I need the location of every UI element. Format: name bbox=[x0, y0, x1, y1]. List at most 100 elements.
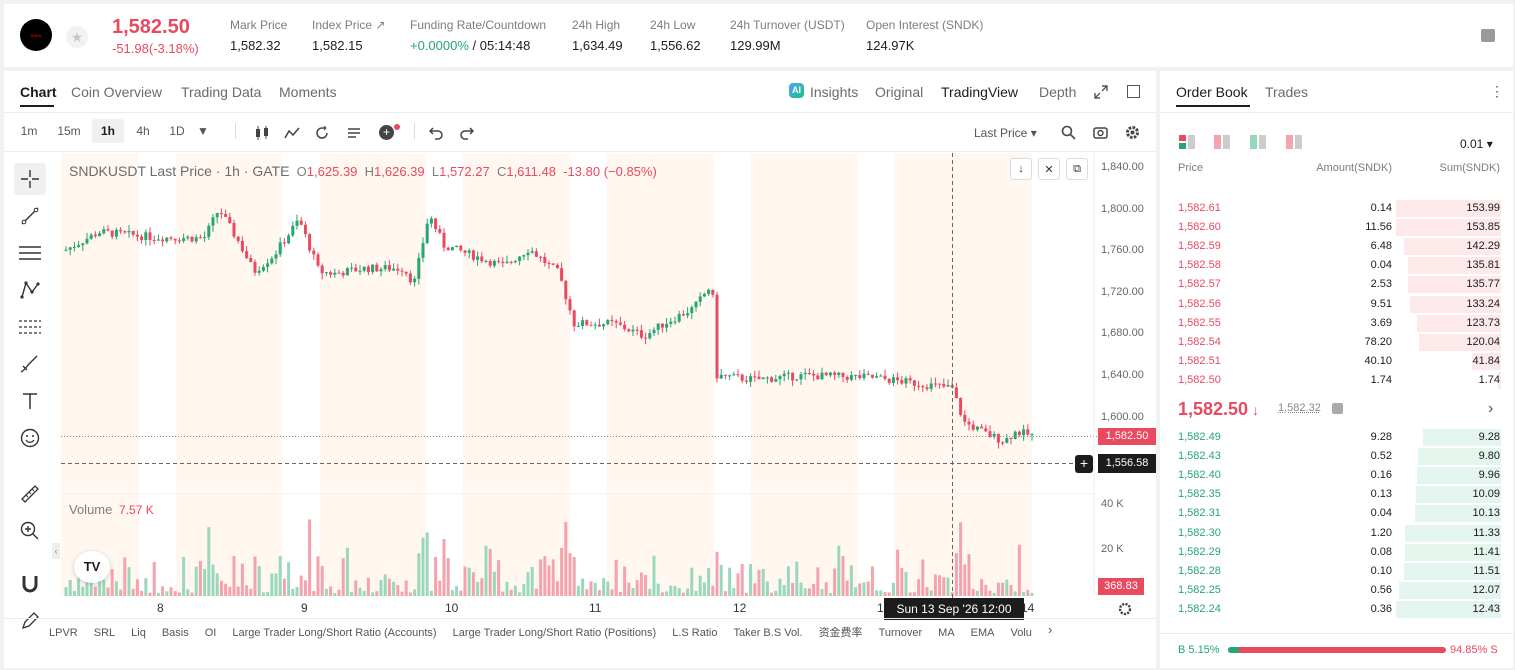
tab-moments[interactable]: Moments bbox=[279, 84, 337, 100]
stat-funding-rate[interactable]: Funding Rate/Countdown +0.0000% / 05:14:4… bbox=[410, 18, 547, 53]
collapse-sidebar-icon[interactable]: ‹ bbox=[52, 543, 60, 559]
tradingview-logo[interactable]: TV bbox=[74, 551, 110, 583]
indicator-12[interactable]: EMA bbox=[970, 627, 995, 639]
crosshair-tool-icon[interactable] bbox=[14, 163, 46, 195]
window-icon[interactable] bbox=[1127, 85, 1140, 98]
tab-coin-overview[interactable]: Coin Overview bbox=[71, 84, 163, 100]
candle-type-icon[interactable] bbox=[254, 126, 270, 140]
text-tool-icon[interactable] bbox=[14, 385, 46, 417]
indicator-2[interactable]: Liq bbox=[131, 627, 146, 639]
bid-price[interactable]: 1,582.25 bbox=[1178, 583, 1221, 596]
indicators-icon[interactable] bbox=[284, 126, 300, 140]
indicator-13[interactable]: Volu bbox=[1010, 627, 1032, 639]
interval-4h[interactable]: 4h bbox=[136, 124, 150, 138]
bid-price[interactable]: 1,582.24 bbox=[1178, 602, 1221, 615]
book-icon[interactable] bbox=[1481, 29, 1495, 42]
ask-price[interactable]: 1,582.54 bbox=[1178, 335, 1221, 348]
ask-price[interactable]: 1,582.56 bbox=[1178, 297, 1221, 310]
tab-tradingview[interactable]: TradingView bbox=[941, 84, 1019, 100]
view-depth-icon[interactable] bbox=[1286, 135, 1302, 149]
redo-icon[interactable] bbox=[460, 126, 474, 140]
bid-price[interactable]: 1,582.43 bbox=[1178, 450, 1221, 463]
ask-price[interactable]: 1,582.55 bbox=[1178, 316, 1221, 329]
bid-price[interactable]: 1,582.29 bbox=[1178, 545, 1221, 558]
ai-insights-icon[interactable]: AI bbox=[789, 83, 804, 98]
view-both-icon[interactable] bbox=[1179, 135, 1195, 149]
tab-depth[interactable]: Depth bbox=[1039, 84, 1077, 100]
indicator-7[interactable]: L.S Ratio bbox=[672, 627, 718, 639]
candle-body bbox=[1005, 437, 1009, 443]
indicator-11[interactable]: MA bbox=[938, 627, 955, 639]
fibonacci-tool-icon[interactable] bbox=[14, 311, 46, 343]
more-options-icon[interactable]: ⋮ bbox=[1490, 83, 1504, 99]
indicators-next-icon[interactable]: › bbox=[1048, 622, 1053, 637]
axis-settings-icon[interactable] bbox=[1118, 602, 1132, 616]
indicator-1[interactable]: SRL bbox=[93, 627, 116, 639]
magnet-tool-icon[interactable] bbox=[14, 568, 46, 600]
bid-price[interactable]: 1,582.35 bbox=[1178, 488, 1221, 501]
indicator-6[interactable]: Large Trader Long/Short Ratio (Positions… bbox=[452, 627, 657, 639]
tab-original[interactable]: Original bbox=[875, 84, 924, 100]
bid-price[interactable]: 1,582.28 bbox=[1178, 564, 1221, 577]
ask-price[interactable]: 1,582.57 bbox=[1178, 278, 1221, 291]
brush-tool-icon[interactable] bbox=[14, 348, 46, 380]
indicator-10[interactable]: Turnover bbox=[878, 627, 923, 639]
bid-price[interactable]: 1,582.40 bbox=[1178, 469, 1221, 482]
indicator-5[interactable]: Large Trader Long/Short Ratio (Accounts) bbox=[232, 627, 437, 639]
undo-icon[interactable] bbox=[429, 126, 443, 140]
horizontal-lines-tool-icon[interactable] bbox=[14, 237, 46, 269]
candle-body bbox=[68, 247, 72, 250]
stat-index-price[interactable]: Index Price ↗ 1,582.15 bbox=[312, 18, 386, 53]
bid-price[interactable]: 1,582.31 bbox=[1178, 507, 1221, 520]
scroll-down-icon[interactable]: ↓ bbox=[1010, 158, 1032, 180]
pencil-lock-icon[interactable] bbox=[14, 605, 46, 637]
ask-price[interactable]: 1,582.60 bbox=[1178, 221, 1221, 234]
ask-price[interactable]: 1,582.58 bbox=[1178, 259, 1221, 272]
view-asks-icon[interactable] bbox=[1214, 135, 1230, 149]
ask-price[interactable]: 1,582.61 bbox=[1178, 202, 1221, 214]
ruler-tool-icon[interactable] bbox=[14, 478, 46, 510]
volume-bar bbox=[446, 557, 450, 596]
indicator-3[interactable]: Basis bbox=[161, 627, 189, 639]
ask-price[interactable]: 1,582.59 bbox=[1178, 240, 1221, 253]
zoom-in-icon[interactable] bbox=[14, 515, 46, 547]
precision-select[interactable]: 0.01 ▾ bbox=[1460, 137, 1493, 151]
indicator-4[interactable]: OI bbox=[204, 627, 217, 639]
tab-trades[interactable]: Trades bbox=[1265, 84, 1309, 100]
alert-add-icon[interactable]: + bbox=[379, 125, 394, 140]
tab-trading-data[interactable]: Trading Data bbox=[181, 84, 262, 100]
templates-icon[interactable] bbox=[347, 126, 361, 140]
indicator-8[interactable]: Taker B.S Vol. bbox=[733, 627, 803, 639]
interval-1h[interactable]: 1h bbox=[92, 119, 124, 143]
interval-1d[interactable]: 1D bbox=[169, 124, 185, 138]
add-alert-plus-icon[interactable]: + bbox=[1075, 455, 1093, 473]
replay-icon[interactable] bbox=[315, 126, 329, 140]
fullscreen-icon[interactable]: ⧉ bbox=[1066, 158, 1088, 180]
chevron-right-icon[interactable]: › bbox=[1488, 400, 1494, 417]
ask-price[interactable]: 1,582.50 bbox=[1178, 373, 1221, 386]
trend-line-tool-icon[interactable] bbox=[14, 200, 46, 232]
expand-icon[interactable] bbox=[1094, 85, 1108, 99]
view-bids-icon[interactable] bbox=[1250, 135, 1266, 149]
settings-gear-icon[interactable] bbox=[1125, 125, 1140, 140]
interval-1m[interactable]: 1m bbox=[20, 124, 38, 138]
candlestick-chart[interactable] bbox=[4, 71, 1156, 668]
bid-price[interactable]: 1,582.30 bbox=[1178, 526, 1221, 539]
price-source-select[interactable]: Last Price ▾ bbox=[974, 126, 1037, 140]
interval-15m[interactable]: 15m bbox=[57, 124, 81, 138]
camera-icon[interactable] bbox=[1093, 125, 1108, 139]
tab-order-book[interactable]: Order Book bbox=[1176, 84, 1248, 100]
price-change: -51.98(-3.18%) bbox=[112, 41, 199, 56]
close-icon[interactable]: ✕ bbox=[1038, 158, 1060, 180]
tab-insights[interactable]: Insights bbox=[810, 84, 859, 100]
indicator-0[interactable]: LPVR bbox=[49, 627, 78, 639]
interval-dropdown-icon[interactable]: ▼ bbox=[197, 124, 209, 138]
bid-price[interactable]: 1,582.49 bbox=[1178, 431, 1221, 443]
search-icon[interactable] bbox=[1061, 125, 1076, 140]
emoji-tool-icon[interactable] bbox=[14, 422, 46, 454]
ask-price[interactable]: 1,582.51 bbox=[1178, 354, 1221, 367]
tab-chart[interactable]: Chart bbox=[20, 84, 57, 100]
indicator-9[interactable]: 资金费率 bbox=[818, 627, 863, 639]
pattern-tool-icon[interactable] bbox=[14, 274, 46, 306]
favorite-star-icon[interactable]: ★ bbox=[66, 26, 88, 48]
